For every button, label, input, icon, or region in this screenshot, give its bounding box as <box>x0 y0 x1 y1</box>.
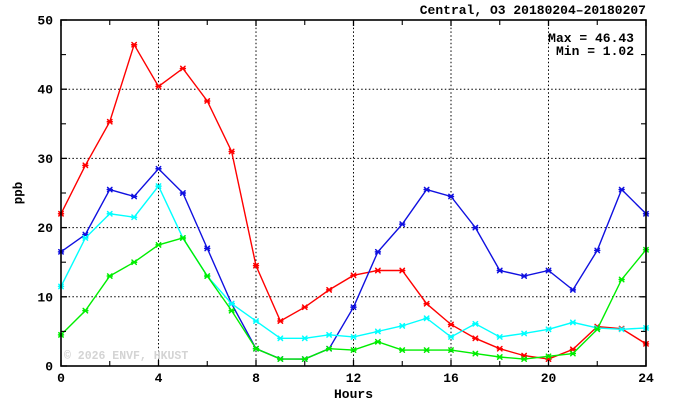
svg-text:10: 10 <box>37 290 53 305</box>
svg-text:8: 8 <box>252 371 260 386</box>
svg-text:40: 40 <box>37 83 53 98</box>
svg-text:20: 20 <box>37 221 53 236</box>
svg-text:16: 16 <box>443 371 459 386</box>
svg-text:0: 0 <box>57 371 65 386</box>
svg-text:30: 30 <box>37 152 53 167</box>
svg-text:Min = 1.02: Min = 1.02 <box>556 44 634 59</box>
svg-text:20: 20 <box>541 371 557 386</box>
svg-text:ppb: ppb <box>12 182 26 205</box>
svg-text:24: 24 <box>638 371 654 386</box>
svg-text:Hours: Hours <box>334 387 373 402</box>
svg-text:0: 0 <box>45 360 53 375</box>
svg-text:Central, O3 20180204–20180207: Central, O3 20180204–20180207 <box>420 3 646 18</box>
svg-text:© 2026 ENVF, HKUST: © 2026 ENVF, HKUST <box>64 350 188 363</box>
svg-text:12: 12 <box>346 371 362 386</box>
svg-text:4: 4 <box>155 371 163 386</box>
svg-text:50: 50 <box>37 14 53 29</box>
